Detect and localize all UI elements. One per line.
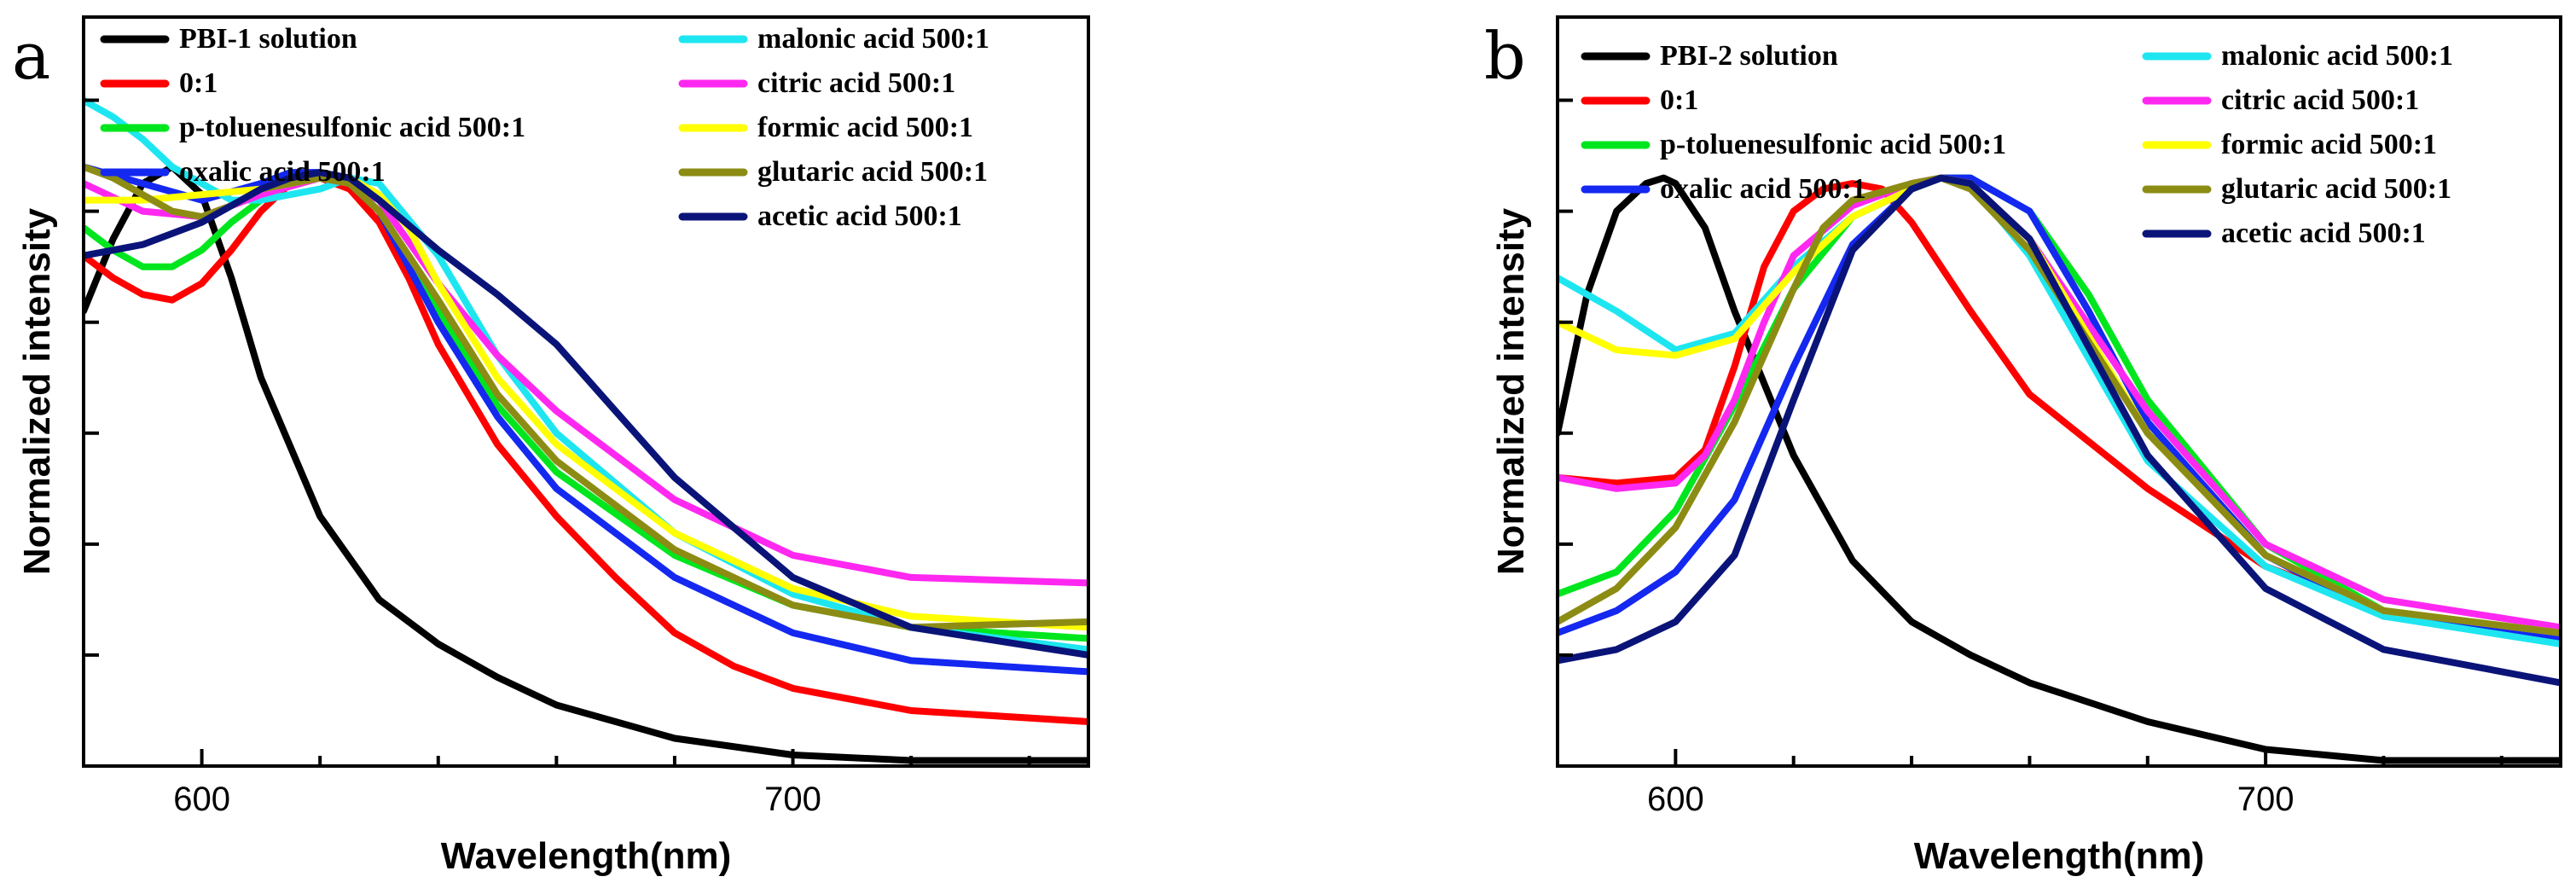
legend-label-4: malonic acid 500:1 <box>2221 40 2453 72</box>
x-axis-title: Wavelength(nm) <box>1914 835 2205 877</box>
legend-label-1: 0:1 <box>1660 84 1698 116</box>
x-tick-label: 700 <box>764 781 821 818</box>
legend-label-6: formic acid 500:1 <box>757 112 973 143</box>
legend-label-3: oxalic acid 500:1 <box>179 156 386 188</box>
legend-label-6: formic acid 500:1 <box>2221 129 2437 160</box>
x-axis-title: Wavelength(nm) <box>441 835 732 877</box>
legend: PBI-1 solution 0:1 p-toluenesulfonic acid … <box>100 23 989 232</box>
legend-label-1: 0:1 <box>179 67 218 99</box>
legend-label-0: PBI-1 solution <box>179 23 357 55</box>
legend-label-0: PBI-2 solution <box>1660 40 1838 72</box>
x-tick-label: 600 <box>1647 781 1704 818</box>
series-line-7 <box>1558 174 2561 636</box>
series-lines <box>84 96 1088 764</box>
legend-label-2: p-toluenesulfonic acid 500:1 <box>179 112 525 143</box>
legend-label-2: p-toluenesulfonic acid 500:1 <box>1660 129 2006 160</box>
series-line-8 <box>1558 174 2561 687</box>
series-line-1 <box>84 174 1088 725</box>
legend-label-7: glutaric acid 500:1 <box>757 156 988 188</box>
x-tick-label: 600 <box>173 781 230 818</box>
legend-label-7: glutaric acid 500:1 <box>2221 173 2451 205</box>
legend-label-5: citric acid 500:1 <box>2221 84 2419 116</box>
legend-label-8: acetic acid 500:1 <box>2221 218 2426 249</box>
legend: PBI-2 solution 0:1 p-toluenesulfonic acid … <box>1581 40 2453 249</box>
plot-frame <box>82 15 1090 768</box>
chart-panel-a: 600 700 Wavelength(nm) Normalized intensity… <box>12 15 1090 877</box>
plot-frame <box>1556 15 2562 768</box>
series-line-8 <box>84 169 1088 659</box>
series-lines <box>1558 174 2561 764</box>
legend-label-4: malonic acid 500:1 <box>757 23 989 55</box>
series-line-1 <box>1558 180 2561 642</box>
chart-panel-b: 600 700 Wavelength(nm) Normalized intensity… <box>1484 15 2562 877</box>
x-tick-label: 700 <box>2237 781 2295 818</box>
panel-letter: b <box>1484 18 1526 94</box>
legend-label-5: citric acid 500:1 <box>757 67 955 99</box>
panel-letter: a <box>12 18 50 94</box>
y-axis-title: Normalized intensity <box>1490 207 1532 575</box>
legend-label-8: acetic acid 500:1 <box>757 200 962 232</box>
legend-label-3: oxalic acid 500:1 <box>1660 173 1866 205</box>
series-line-7 <box>84 163 1088 631</box>
y-axis-title: Normalized intensity <box>16 207 58 575</box>
